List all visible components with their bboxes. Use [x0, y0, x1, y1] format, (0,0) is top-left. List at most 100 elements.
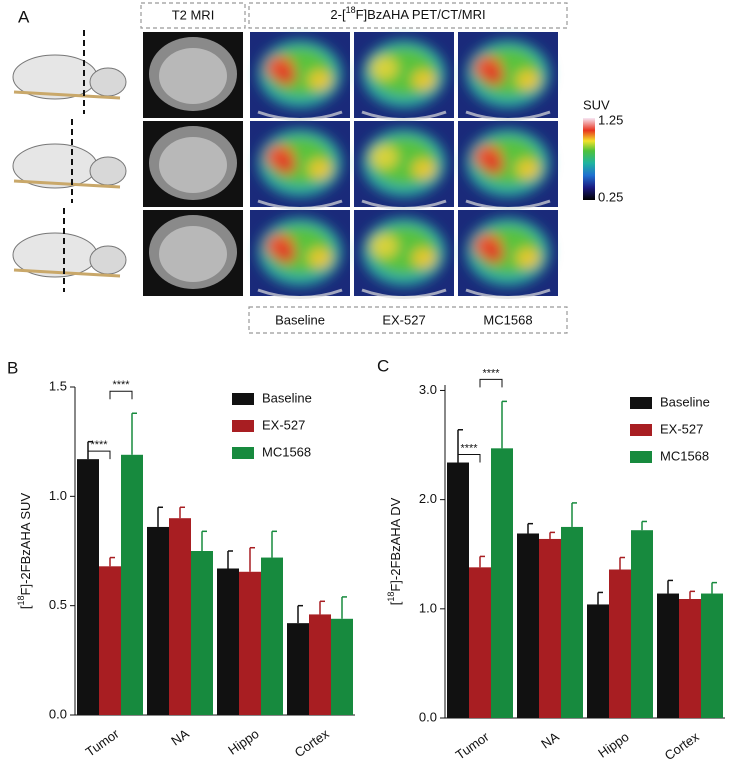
- legend-swatch: [630, 397, 652, 409]
- skull-outline: [361, 288, 447, 299]
- condition-label: MC1568: [483, 312, 532, 327]
- legend-label: EX-527: [660, 421, 703, 436]
- pet-blob: [308, 159, 332, 179]
- mri-brain: [159, 226, 227, 282]
- x-tick-label: NA: [538, 729, 562, 752]
- bar: [631, 530, 653, 718]
- legend-swatch: [232, 393, 254, 405]
- y-tick-label: 3.0: [419, 382, 437, 397]
- colorbar-min: 0.25: [598, 189, 623, 204]
- skull-outline: [465, 288, 551, 299]
- pet-blob: [276, 67, 296, 85]
- bar: [217, 568, 239, 715]
- header-pet-part: 2-[: [330, 7, 346, 22]
- x-tick-label: NA: [168, 726, 192, 749]
- header-pet-part: F]BzAHA PET/CT/MRI: [356, 7, 486, 22]
- bar: [657, 593, 679, 718]
- skull-outline: [257, 110, 343, 121]
- bar: [561, 526, 583, 718]
- pet-blob: [412, 70, 436, 90]
- y-label-sup: 18: [386, 592, 396, 602]
- bar: [609, 569, 631, 718]
- significance-bracket: [87, 450, 111, 460]
- pet-blobs: [466, 218, 550, 286]
- bar: [331, 618, 353, 715]
- y-tick-label: 0.0: [419, 709, 437, 724]
- pet-blobs: [258, 40, 342, 108]
- skull-outline: [361, 110, 447, 121]
- y-tick-label: 1.0: [49, 488, 67, 503]
- x-tick-label: Hippo: [225, 726, 261, 758]
- pet-blob: [484, 67, 504, 85]
- pet-blob: [370, 56, 398, 80]
- pet-blob: [484, 245, 504, 263]
- skull-outline: [257, 288, 343, 299]
- significance-bracket: [457, 454, 481, 463]
- pet-blob: [516, 159, 540, 179]
- significance-bracket: [479, 378, 503, 388]
- legend-swatch: [232, 420, 254, 432]
- pet-blobs: [466, 129, 550, 197]
- pet-blob: [370, 234, 398, 258]
- legend-label: Baseline: [660, 394, 710, 409]
- pet-blob: [516, 70, 540, 90]
- y-label-sup: 18: [16, 595, 26, 605]
- brain-sketch: [89, 67, 127, 97]
- pet-blob: [370, 145, 398, 169]
- header-mri: T2 MRI: [172, 7, 215, 22]
- y-tick-label: 1.0: [419, 600, 437, 615]
- bar: [539, 538, 561, 718]
- x-tick-label: Cortex: [662, 729, 702, 764]
- x-tick-label: Hippo: [595, 729, 631, 761]
- skull-outline: [257, 199, 343, 210]
- skull-outline: [361, 199, 447, 210]
- y-label-part: F]-2FBzAHA SUV: [18, 493, 33, 596]
- bar: [239, 571, 261, 715]
- skull-outline: [465, 199, 551, 210]
- brain-sketch: [13, 268, 121, 278]
- brain-sketch: [89, 156, 127, 186]
- pet-blob: [516, 248, 540, 268]
- bar: [587, 604, 609, 718]
- y-tick-label: 0.0: [49, 706, 67, 721]
- panel-label: C: [377, 356, 389, 375]
- y-tick-label: 1.5: [49, 378, 67, 393]
- pet-blobs: [466, 40, 550, 108]
- bar: [469, 567, 491, 718]
- x-tick-label: Cortex: [292, 726, 332, 761]
- brain-sketch: [13, 179, 121, 189]
- bar: [701, 593, 723, 718]
- bar: [191, 551, 213, 715]
- significance-label: ****: [90, 439, 108, 451]
- colorbar-label: SUV: [583, 97, 610, 112]
- mri-brain: [159, 137, 227, 193]
- pet-blob: [484, 156, 504, 174]
- y-tick-label: 0.5: [49, 597, 67, 612]
- condition-box: [248, 306, 568, 334]
- pet-blobs: [362, 40, 446, 108]
- x-tick-label: Tumor: [83, 726, 123, 760]
- condition-label: EX-527: [382, 312, 425, 327]
- image-grid: Baseline EX-527 MC1568: [12, 30, 558, 327]
- colorbar-max: 1.25: [598, 112, 623, 127]
- pet-blob: [412, 248, 436, 268]
- significance-label: ****: [482, 367, 500, 379]
- bar: [147, 526, 169, 715]
- significance-bracket: [109, 390, 133, 400]
- legend-swatch: [232, 447, 254, 459]
- skull-outline: [465, 110, 551, 121]
- colorbar: [583, 118, 595, 200]
- legend-label: Baseline: [262, 390, 312, 405]
- legend-label: EX-527: [262, 417, 305, 432]
- legend-swatch: [630, 424, 652, 436]
- bar: [447, 462, 469, 718]
- pet-blobs: [362, 129, 446, 197]
- panel-label: B: [7, 358, 18, 377]
- bar: [261, 557, 283, 715]
- pet-blob: [308, 248, 332, 268]
- pet-blob: [308, 70, 332, 90]
- significance-label: ****: [112, 379, 130, 391]
- pet-blobs: [258, 129, 342, 197]
